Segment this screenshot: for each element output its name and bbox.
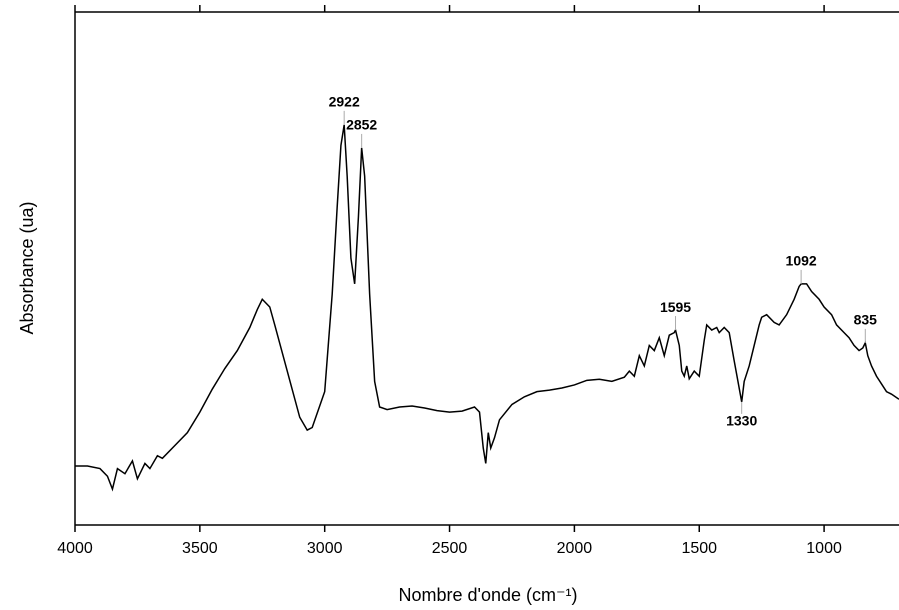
annotation-label: 835	[854, 312, 878, 328]
x-tick-label: 3500	[182, 540, 218, 557]
annotation-label: 2852	[346, 117, 377, 133]
annotation-label: 1092	[786, 253, 817, 269]
x-tick-label: 1000	[806, 540, 842, 557]
y-axis-label: Absorbance (ua)	[17, 201, 37, 334]
x-tick-label: 4000	[57, 540, 93, 557]
annotation-label: 1595	[660, 299, 691, 315]
x-tick-label: 3000	[307, 540, 343, 557]
annotation-label: 2922	[329, 94, 360, 110]
x-tick-label: 1500	[681, 540, 717, 557]
x-tick-label: 2500	[432, 540, 468, 557]
x-axis-label: Nombre d'onde (cm⁻¹)	[399, 585, 578, 605]
x-tick-label: 2000	[557, 540, 593, 557]
spectrum-line	[75, 124, 899, 492]
annotation-label: 1330	[726, 413, 757, 429]
